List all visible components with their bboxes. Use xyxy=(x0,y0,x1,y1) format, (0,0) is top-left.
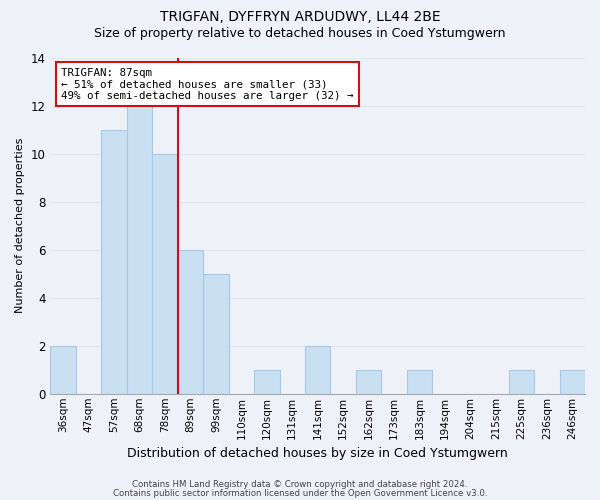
Text: TRIGFAN, DYFFRYN ARDUDWY, LL44 2BE: TRIGFAN, DYFFRYN ARDUDWY, LL44 2BE xyxy=(160,10,440,24)
Text: TRIGFAN: 87sqm
← 51% of detached houses are smaller (33)
49% of semi-detached ho: TRIGFAN: 87sqm ← 51% of detached houses … xyxy=(61,68,353,101)
X-axis label: Distribution of detached houses by size in Coed Ystumgwern: Distribution of detached houses by size … xyxy=(127,447,508,460)
Bar xyxy=(50,346,76,394)
Bar xyxy=(101,130,127,394)
Bar xyxy=(560,370,585,394)
Text: Contains HM Land Registry data © Crown copyright and database right 2024.: Contains HM Land Registry data © Crown c… xyxy=(132,480,468,489)
Bar xyxy=(203,274,229,394)
Y-axis label: Number of detached properties: Number of detached properties xyxy=(15,138,25,314)
Bar xyxy=(305,346,331,394)
Bar xyxy=(178,250,203,394)
Bar xyxy=(152,154,178,394)
Bar xyxy=(356,370,382,394)
Text: Size of property relative to detached houses in Coed Ystumgwern: Size of property relative to detached ho… xyxy=(94,28,506,40)
Bar xyxy=(509,370,534,394)
Bar xyxy=(407,370,432,394)
Text: Contains public sector information licensed under the Open Government Licence v3: Contains public sector information licen… xyxy=(113,488,487,498)
Bar xyxy=(127,106,152,394)
Bar xyxy=(254,370,280,394)
